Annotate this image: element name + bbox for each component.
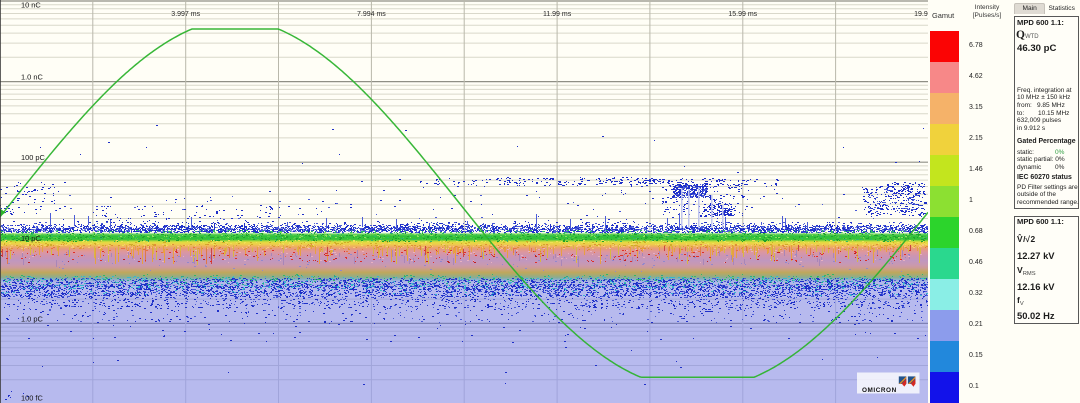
svg-text:1.0 pC: 1.0 pC: [21, 314, 43, 323]
svg-text:3.997 ms: 3.997 ms: [171, 11, 200, 18]
svg-text:7.994 ms: 7.994 ms: [357, 11, 386, 18]
svg-text:100 pC: 100 pC: [21, 153, 45, 162]
svg-text:15.99 ms: 15.99 ms: [728, 11, 757, 18]
svg-text:100 fC: 100 fC: [21, 394, 43, 403]
svg-text:19.99 ms: 19.99 ms: [914, 11, 928, 18]
svg-text:10 nC: 10 nC: [21, 1, 41, 10]
svg-text:OMICRON: OMICRON: [862, 387, 897, 394]
svg-text:1.0 nC: 1.0 nC: [21, 73, 43, 82]
svg-text:11.99 ms: 11.99 ms: [543, 11, 572, 18]
svg-text:10 pC: 10 pC: [21, 234, 41, 243]
